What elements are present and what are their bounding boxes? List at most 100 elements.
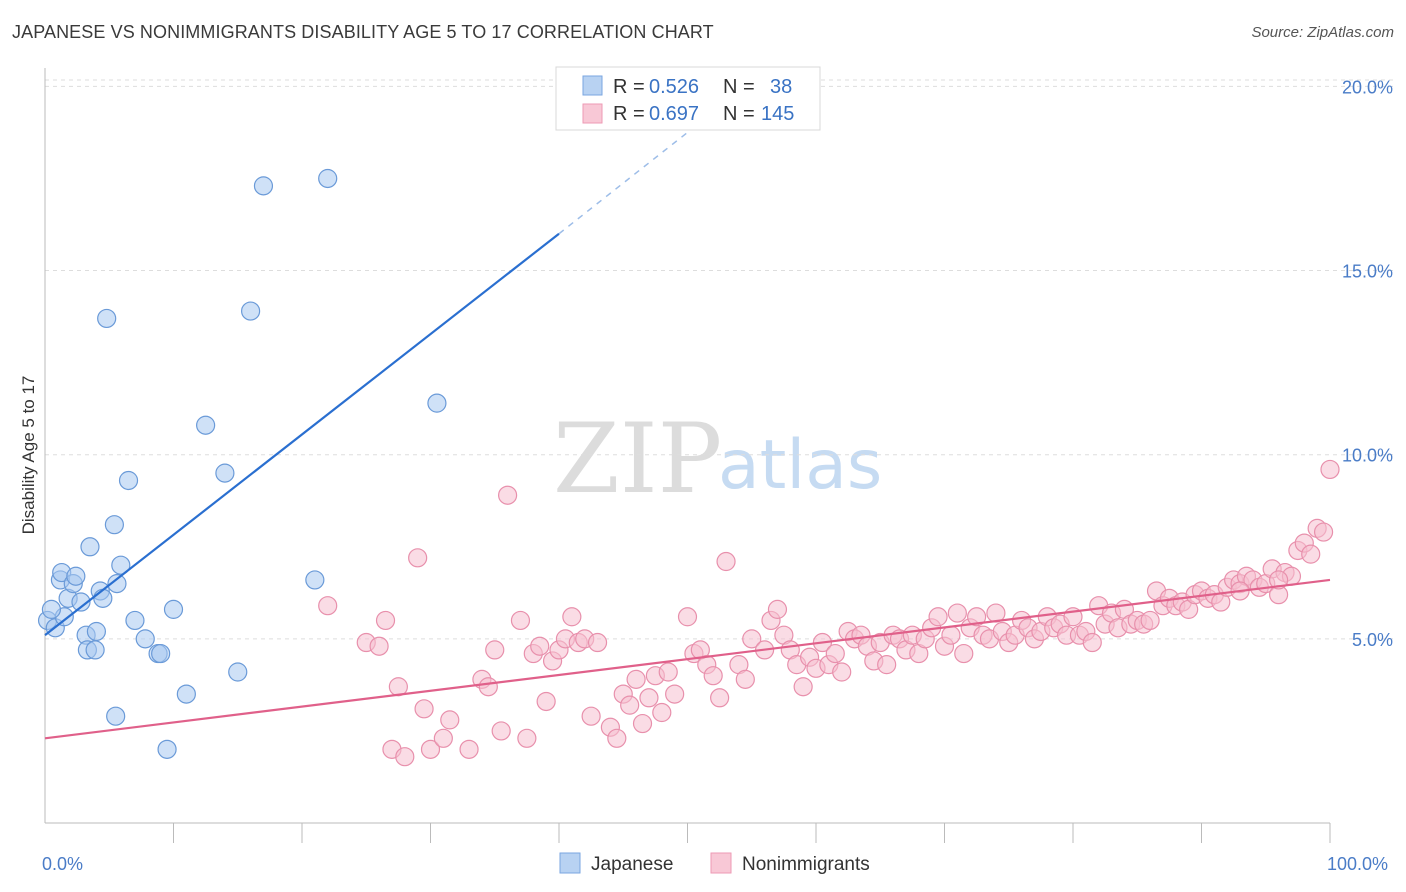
chart-title: JAPANESE VS NONIMMIGRANTS DISABILITY AGE… (12, 22, 714, 42)
y-tick-label: 20.0% (1342, 77, 1393, 97)
x-ticks (173, 823, 1331, 843)
nonimmigrants-point (1320, 459, 1340, 480)
japanese-point (41, 599, 62, 619)
japanese-point (71, 592, 91, 612)
japanese-trend-line (44, 232, 560, 637)
y-tick-label: 15.0% (1342, 262, 1393, 282)
nonimmigrants-point (735, 669, 755, 689)
nonimmigrants-point (767, 599, 788, 619)
nonimmigrants-point (517, 728, 537, 748)
nonimmigrants-point (652, 702, 672, 723)
japanese-point (111, 555, 131, 575)
legend-swatch-nonimmigrants (582, 103, 603, 124)
nonimmigrants-point (369, 636, 389, 656)
japanese-trend-extension (558, 111, 714, 235)
japanese-point (176, 684, 196, 704)
japanese-point (228, 662, 248, 682)
series-legend: Japanese Nonimmigrants (559, 852, 870, 875)
nonimmigrants-points (318, 459, 1340, 767)
watermark-zip: ZIP (553, 403, 722, 515)
nonimmigrants-point (967, 607, 987, 627)
nonimmigrants-point (530, 636, 550, 656)
legend-n-label-japanese: N = (723, 76, 755, 98)
nonimmigrants-point (825, 643, 845, 664)
nonimmigrants-point (703, 666, 723, 686)
nonimmigrants-point (620, 695, 640, 715)
nonimmigrants-point (420, 739, 441, 759)
nonimmigrants-point (485, 640, 505, 660)
japanese-point (97, 308, 117, 329)
y-axis-label: Disability Age 5 to 17 (19, 376, 38, 535)
nonimmigrants-point (459, 739, 479, 759)
nonimmigrants-point (562, 607, 582, 627)
nonimmigrants-point (947, 603, 967, 623)
japanese-point (318, 168, 338, 189)
nonimmigrants-point (639, 688, 659, 708)
nonimmigrants-point (928, 607, 948, 627)
source-label: Source: ZipAtlas.com (1251, 24, 1394, 41)
nonimmigrants-point (632, 713, 653, 734)
nonimmigrants-point (478, 677, 498, 697)
japanese-point (118, 470, 139, 491)
legend-swatch-japanese (582, 75, 603, 96)
japanese-point (66, 566, 86, 586)
nonimmigrants-point (581, 706, 601, 726)
legend-r-label-nonimmigrants: R = (613, 103, 645, 125)
bottom-legend-label-nonimmigrants: Nonimmigrants (742, 854, 870, 875)
japanese-point (215, 463, 235, 483)
japanese-point (427, 393, 447, 413)
nonimmigrants-point (716, 551, 736, 572)
japanese-point (104, 515, 124, 535)
nonimmigrants-point (414, 699, 434, 719)
y-tick-label: 5.0% (1352, 630, 1393, 650)
bottom-legend-swatch-nonimmigrants (710, 852, 732, 874)
nonimmigrants-point (318, 596, 338, 616)
nonimmigrants-point (440, 710, 460, 730)
nonimmigrants-point (710, 688, 730, 708)
nonimmigrants-point (498, 485, 518, 505)
nonimmigrants-point (1140, 610, 1160, 631)
japanese-point (106, 706, 126, 726)
nonimmigrants-point (375, 610, 396, 631)
japanese-point (196, 415, 216, 435)
nonimmigrants-point (433, 728, 453, 748)
nonimmigrants-point (793, 677, 813, 697)
japanese-point (86, 621, 107, 642)
japanese-point (107, 574, 127, 594)
nonimmigrants-trend-line (44, 578, 1331, 740)
nonimmigrants-point (941, 625, 961, 645)
japanese-points (37, 168, 447, 759)
japanese-point (125, 610, 145, 631)
japanese-point (80, 537, 100, 557)
japanese-point (135, 629, 155, 649)
y-tick-labels: 5.0% 10.0% 15.0% 20.0% (1342, 77, 1393, 649)
nonimmigrants-point (536, 691, 556, 712)
legend-r-value-nonimmigrants: 0.697 (649, 103, 699, 125)
japanese-point (93, 588, 113, 608)
nonimmigrants-point (742, 629, 762, 649)
legend-n-value-japanese: 38 (770, 76, 792, 98)
nonimmigrants-point (1301, 544, 1321, 564)
bottom-legend-swatch-japanese (559, 852, 581, 874)
nonimmigrants-point (1313, 522, 1334, 542)
x-tick-label-max: 100.0% (1327, 854, 1388, 874)
japanese-point (305, 570, 325, 590)
nonimmigrants-point (626, 669, 646, 689)
nonimmigrants-point (395, 747, 415, 767)
watermark-atlas: atlas (718, 426, 882, 505)
nonimmigrants-point (408, 548, 428, 568)
legend-r-value-japanese: 0.526 (649, 76, 699, 98)
japanese-point (85, 640, 105, 660)
nonimmigrants-point (665, 684, 685, 704)
trend-lines (44, 111, 1331, 740)
nonimmigrants-point (510, 610, 531, 631)
nonimmigrants-point (1268, 570, 1289, 590)
nonimmigrants-point (1082, 632, 1102, 653)
nonimmigrants-point (877, 655, 897, 675)
legend-r-label-japanese: R = (613, 76, 645, 98)
japanese-point (241, 301, 261, 321)
nonimmigrants-point (607, 728, 627, 748)
japanese-point (157, 739, 177, 759)
japanese-point (253, 176, 274, 196)
